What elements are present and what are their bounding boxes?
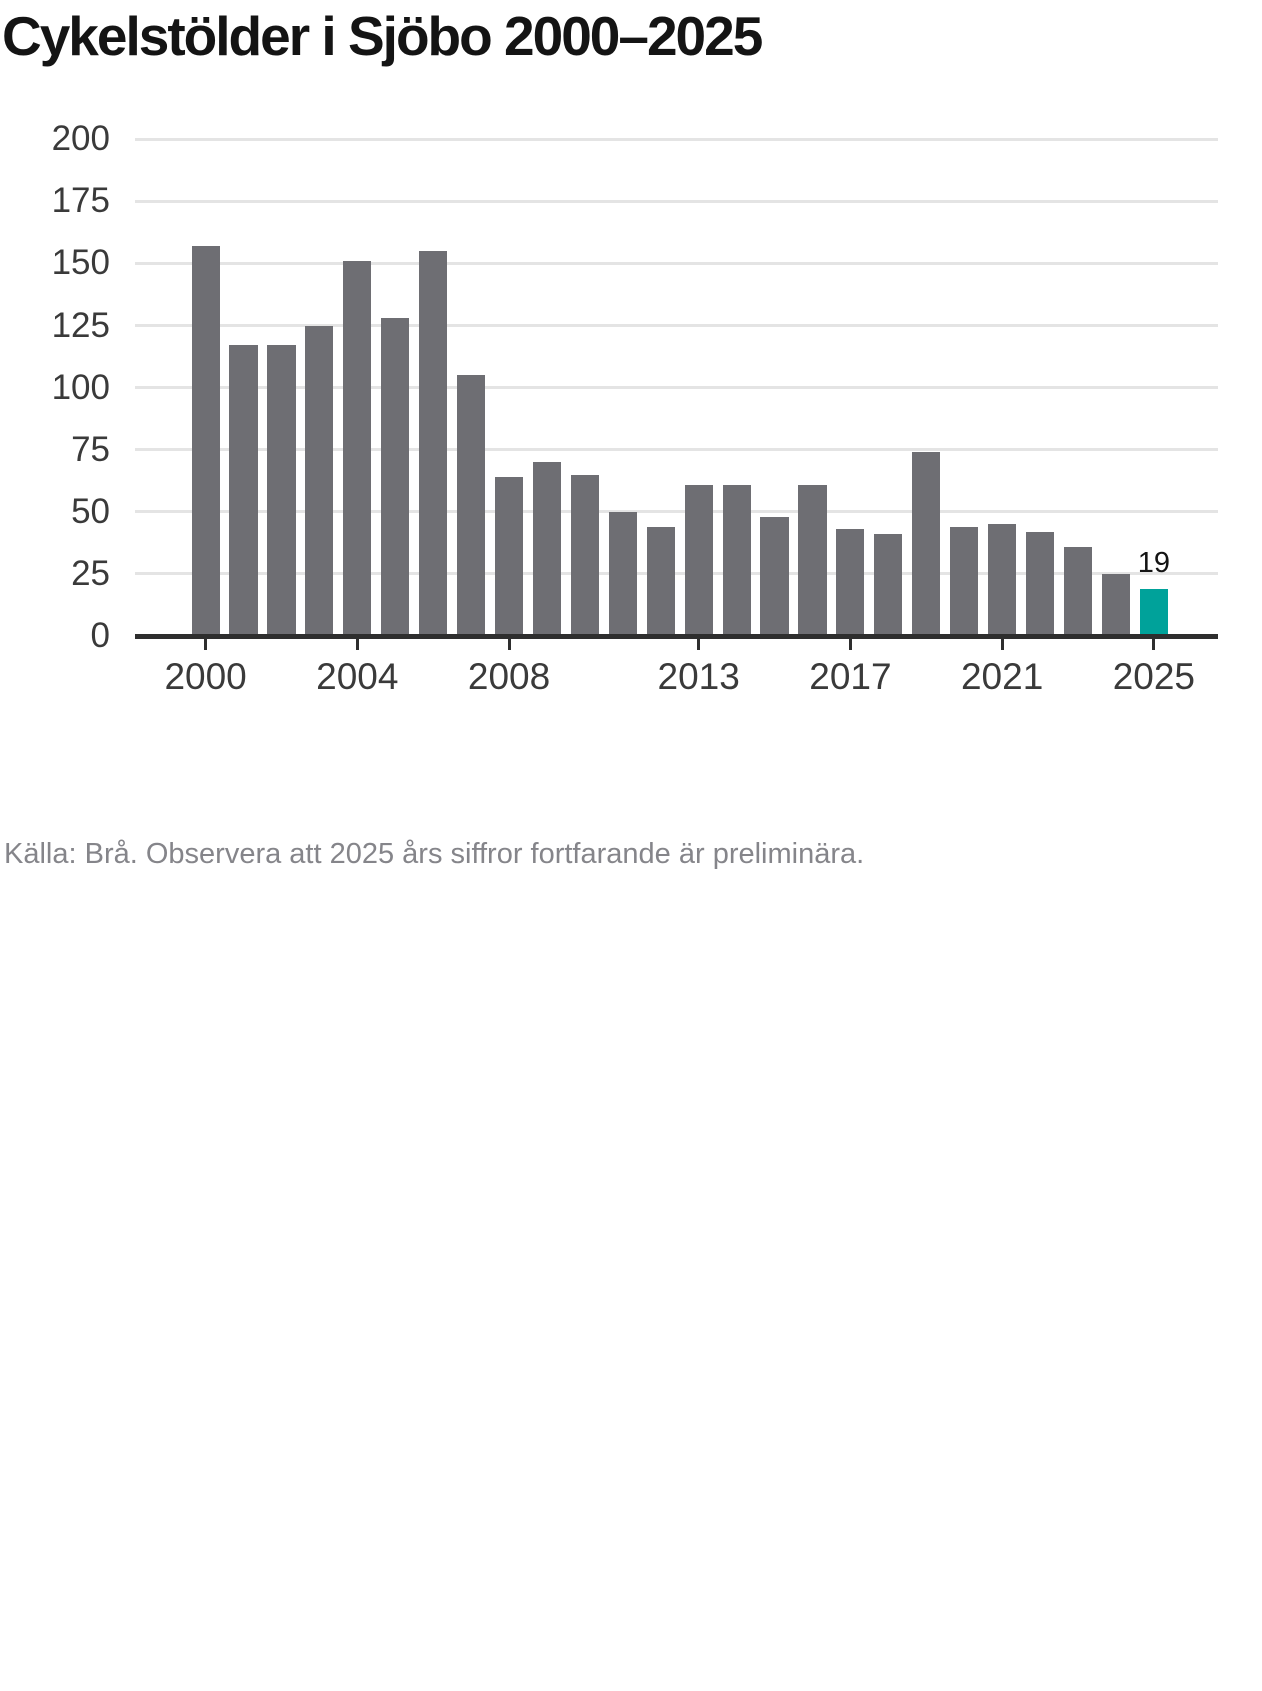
bar <box>267 345 296 636</box>
bar <box>570 474 599 636</box>
y-axis-label: 0 <box>90 616 110 655</box>
x-axis-tick <box>848 638 852 650</box>
bar <box>343 260 372 636</box>
bar <box>950 526 979 636</box>
highlight-value-label: 19 <box>1137 546 1170 579</box>
bar <box>494 477 524 636</box>
bar <box>1101 573 1130 636</box>
y-axis-label: 75 <box>71 429 110 469</box>
gridline <box>135 448 1218 452</box>
y-axis-label: 100 <box>51 367 110 407</box>
y-axis-label: 125 <box>51 305 110 345</box>
y-axis-label: 50 <box>71 491 110 531</box>
gridline <box>135 261 1218 265</box>
gridline <box>135 137 1218 141</box>
bar <box>760 516 789 636</box>
bar <box>381 318 410 636</box>
bar <box>912 452 941 636</box>
bar <box>608 511 637 636</box>
x-axis-label: 2017 <box>809 656 892 697</box>
bar <box>988 524 1017 636</box>
gridline <box>135 572 1218 576</box>
bar <box>457 375 486 636</box>
x-axis-label: 2004 <box>316 656 399 697</box>
x-axis-tick <box>697 638 701 650</box>
bar <box>722 484 751 636</box>
x-axis-tick <box>355 638 359 650</box>
gridline <box>135 324 1218 328</box>
x-axis-tick <box>507 638 511 650</box>
y-axis-label: 25 <box>71 553 110 593</box>
gridline <box>135 199 1218 203</box>
gridline <box>135 510 1218 514</box>
bar <box>532 462 562 636</box>
x-axis-label: 2021 <box>960 656 1044 697</box>
x-axis-line <box>135 633 1218 639</box>
bar <box>874 534 903 636</box>
bar <box>1063 546 1093 636</box>
x-axis-label: 2008 <box>467 656 551 697</box>
bar <box>1025 531 1055 636</box>
gridline <box>135 386 1218 390</box>
page-title: Cykelstölder i Sjöbo 2000–2025 <box>2 5 763 67</box>
bar <box>229 345 258 636</box>
y-axis-label: 175 <box>51 181 110 221</box>
bar <box>646 526 675 636</box>
bar-chart: 0 25 50 75 100 125 150 175 200 2000 2004 2008 2013 20… <box>51 119 1218 697</box>
bar <box>684 484 713 636</box>
bar <box>798 484 827 636</box>
x-axis-tick <box>204 638 208 650</box>
x-axis-tick <box>1152 638 1156 650</box>
y-axis-label: 150 <box>51 243 110 283</box>
x-axis-label: 2025 <box>1112 656 1195 697</box>
x-axis-tick <box>1000 638 1004 650</box>
bar-highlighted <box>1139 588 1168 636</box>
bar <box>305 325 334 636</box>
x-axis-label: 2000 <box>164 656 247 697</box>
bar <box>419 251 448 636</box>
x-axis-label: 2013 <box>657 656 740 697</box>
bar <box>191 246 220 636</box>
bar <box>836 529 865 636</box>
source-note: Källa: Brå. Observera att 2025 års siffr… <box>4 838 865 870</box>
y-axis-label: 200 <box>51 119 110 159</box>
